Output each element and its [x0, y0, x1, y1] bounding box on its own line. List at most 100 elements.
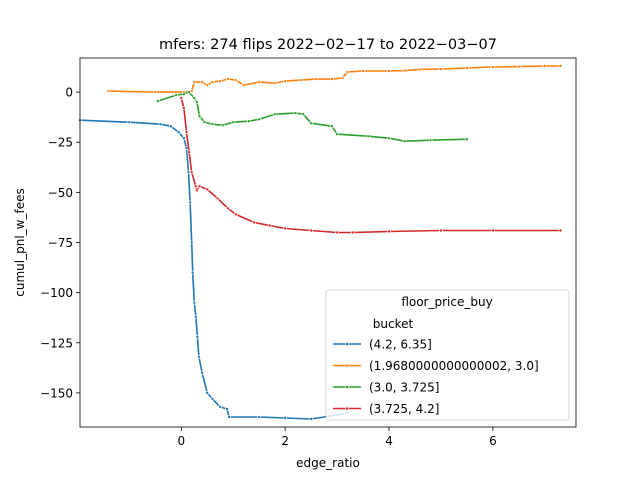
data-point: [182, 106, 186, 110]
legend-label: (3.725, 4.2]: [369, 402, 439, 416]
data-point: [153, 90, 158, 94]
data-point: [192, 80, 197, 84]
x-tick-label: 0: [177, 434, 185, 448]
legend-marker: [345, 342, 349, 346]
data-point: [184, 146, 189, 150]
data-point: [330, 124, 334, 128]
data-point: [558, 228, 563, 233]
data-point: [200, 371, 204, 375]
series-layer: [78, 64, 563, 421]
y-tick-label: −125: [40, 336, 73, 350]
data-point: [428, 138, 433, 142]
data-point: [195, 334, 200, 339]
y-tick-label: −25: [48, 136, 73, 150]
legend-entry: (3.0, 3.725]: [333, 381, 439, 395]
data-point: [257, 117, 262, 121]
data-point: [314, 77, 319, 81]
data-point: [184, 130, 189, 134]
data-point: [350, 230, 355, 235]
data-point: [283, 226, 288, 231]
data-point: [387, 229, 391, 234]
data-point: [221, 123, 225, 127]
data-point: [439, 228, 443, 233]
data-point: [402, 139, 407, 143]
data-point: [361, 69, 365, 73]
data-point: [218, 405, 222, 409]
data-point: [197, 184, 202, 189]
legend-marker: [345, 385, 349, 389]
data-point: [257, 80, 262, 84]
data-point: [387, 136, 391, 140]
legend-label: (1.9680000000000002, 3.0]: [369, 359, 539, 373]
data-point: [465, 137, 469, 141]
y-tick-label: −50: [48, 186, 73, 200]
data-point: [179, 96, 184, 100]
data-point: [205, 391, 209, 395]
data-point: [174, 93, 178, 97]
y-tick-label: −100: [40, 286, 73, 300]
series-line: [180, 97, 561, 234]
data-point: [176, 130, 181, 134]
data-point: [182, 136, 186, 140]
y-tick-label: −75: [48, 236, 73, 250]
data-point: [247, 119, 251, 123]
data-point: [169, 124, 173, 128]
legend-marker: [345, 406, 349, 411]
legend-box: [325, 289, 570, 421]
data-point: [195, 100, 199, 104]
legend: floor_price_buy bucket (4.2, 6.35] (1.968…: [325, 289, 570, 421]
data-point: [309, 228, 313, 233]
data-point: [491, 228, 495, 233]
data-point: [189, 170, 194, 175]
data-point: [272, 81, 277, 85]
x-axis-label: edge_ratio: [296, 456, 360, 470]
legend-marker: [345, 363, 349, 368]
data-point: [127, 120, 132, 124]
data-point: [227, 415, 231, 419]
data-point: [194, 184, 198, 189]
data-point: [210, 80, 215, 84]
legend-entry: (1.9680000000000002, 3.0]: [333, 359, 539, 373]
data-point: [197, 354, 201, 359]
data-point: [340, 76, 345, 80]
data-point: [542, 64, 547, 68]
chart-title: mfers: 274 flips 2022−02−17 to 2022−03−0…: [159, 37, 497, 53]
data-point: [197, 114, 202, 118]
y-tick-label: −150: [40, 386, 73, 400]
data-point: [189, 240, 194, 245]
data-point: [241, 83, 246, 87]
data-point: [309, 121, 313, 125]
x-tick-label: 6: [489, 434, 497, 448]
data-point: [205, 83, 209, 87]
data-point: [182, 92, 186, 96]
data-point: [158, 122, 163, 126]
data-point: [309, 417, 313, 421]
data-point: [330, 77, 334, 81]
data-point: [267, 223, 272, 228]
data-point: [335, 132, 339, 136]
data-point: [491, 65, 495, 69]
legend-entries: (4.2, 6.35] (1.9680000000000002, 3.0] (3.0…: [333, 338, 539, 416]
data-point: [345, 70, 350, 74]
data-point: [558, 64, 563, 68]
data-point: [366, 134, 371, 138]
data-point: [205, 187, 209, 192]
legend-entry: (3.725, 4.2]: [333, 402, 439, 416]
data-point: [156, 99, 160, 103]
data-point: [187, 90, 191, 94]
x-tick-label: 2: [281, 434, 289, 448]
data-point: [283, 79, 288, 83]
data-point: [194, 314, 198, 319]
data-point: [293, 111, 298, 115]
data-point: [418, 67, 423, 72]
series-3: [179, 96, 563, 235]
data-point: [439, 67, 443, 71]
data-point: [186, 170, 191, 175]
data-point: [106, 89, 111, 93]
legend-entry: (4.2, 6.35]: [333, 338, 432, 352]
series-1: [106, 64, 563, 94]
legend-subtitle: bucket: [373, 317, 414, 331]
legend-label: (4.2, 6.35]: [369, 338, 432, 352]
data-point: [231, 120, 235, 124]
